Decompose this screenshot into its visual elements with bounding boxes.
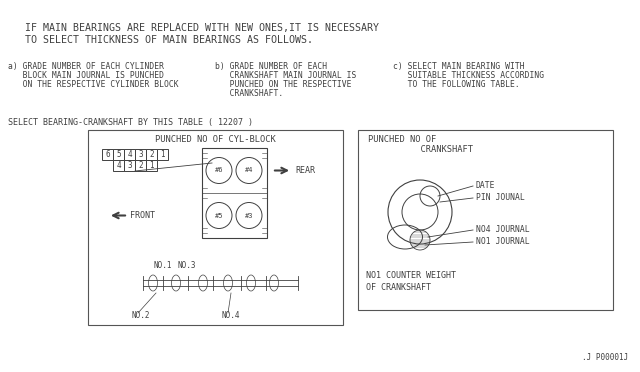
Text: 3: 3 [138,150,143,159]
Text: PUNCHED NO OF CYL-BLOCK: PUNCHED NO OF CYL-BLOCK [155,135,276,144]
Text: SUITABLE THICKNESS ACCORDING: SUITABLE THICKNESS ACCORDING [393,71,544,80]
Text: CRANKSHAFT.: CRANKSHAFT. [215,89,284,98]
Text: NO.3: NO.3 [178,262,196,270]
Text: #5: #5 [215,212,223,218]
Text: PUNCHED ON THE RESPECTIVE: PUNCHED ON THE RESPECTIVE [215,80,351,89]
Bar [113,149,124,160]
Text: OF CRANKSHAFT: OF CRANKSHAFT [366,282,431,292]
Bar [202,148,267,238]
Text: b) GRADE NUMBER OF EACH: b) GRADE NUMBER OF EACH [215,62,327,71]
Text: NO1 COUNTER WEIGHT: NO1 COUNTER WEIGHT [366,270,456,279]
Bar [135,149,146,160]
Text: PIN JOUNAL: PIN JOUNAL [476,193,525,202]
Text: NO.1: NO.1 [154,262,173,270]
Text: ON THE RESPECTIVE CYLINDER BLOCK: ON THE RESPECTIVE CYLINDER BLOCK [8,80,179,89]
Text: a) GRADE NUMBER OF EACH CYLINDER: a) GRADE NUMBER OF EACH CYLINDER [8,62,164,71]
Bar [358,130,613,310]
Text: REAR: REAR [295,166,315,175]
Text: TO SELECT THICKNESS OF MAIN BEARINGS AS FOLLOWS.: TO SELECT THICKNESS OF MAIN BEARINGS AS … [25,35,313,45]
Text: 5: 5 [116,150,121,159]
Text: 4: 4 [116,161,121,170]
Text: 2: 2 [138,161,143,170]
Text: 1: 1 [149,161,154,170]
Text: PUNCHED NO OF: PUNCHED NO OF [368,135,436,144]
Text: TO THE FOLLOWING TABLE.: TO THE FOLLOWING TABLE. [393,80,520,89]
Text: CRANKSHAFT MAIN JOURNAL IS: CRANKSHAFT MAIN JOURNAL IS [215,71,356,80]
Text: NO4 JOURNAL: NO4 JOURNAL [476,225,530,234]
Bar [124,149,135,160]
Bar [102,149,113,160]
Text: .J P00001J: .J P00001J [582,353,628,362]
Text: FRONT: FRONT [130,211,155,220]
Bar [157,149,168,160]
Text: #4: #4 [244,167,253,173]
Text: 1: 1 [160,150,165,159]
Text: c) SELECT MAIN BEARING WITH: c) SELECT MAIN BEARING WITH [393,62,525,71]
Text: NO.4: NO.4 [221,311,239,321]
Text: 3: 3 [127,161,132,170]
Text: IF MAIN BEARINGS ARE REPLACED WITH NEW ONES,IT IS NECESSARY: IF MAIN BEARINGS ARE REPLACED WITH NEW O… [25,23,379,33]
Text: DATE: DATE [476,182,495,190]
Text: BLOCK MAIN JOURNAL IS PUNCHED: BLOCK MAIN JOURNAL IS PUNCHED [8,71,164,80]
Bar [135,160,146,171]
Bar [88,130,343,325]
Bar [146,160,157,171]
Text: SELECT BEARING-CRANKSHAFT BY THIS TABLE ( 12207 ): SELECT BEARING-CRANKSHAFT BY THIS TABLE … [8,118,253,127]
Text: CRANKSHAFT: CRANKSHAFT [368,144,473,154]
Text: 2: 2 [149,150,154,159]
Bar [113,160,124,171]
Text: 4: 4 [127,150,132,159]
Text: 6: 6 [105,150,110,159]
Text: #3: #3 [244,212,253,218]
Text: #6: #6 [215,167,223,173]
Text: NO.2: NO.2 [131,311,150,321]
Bar [146,149,157,160]
Text: NO1 JOURNAL: NO1 JOURNAL [476,237,530,247]
Bar [124,160,135,171]
